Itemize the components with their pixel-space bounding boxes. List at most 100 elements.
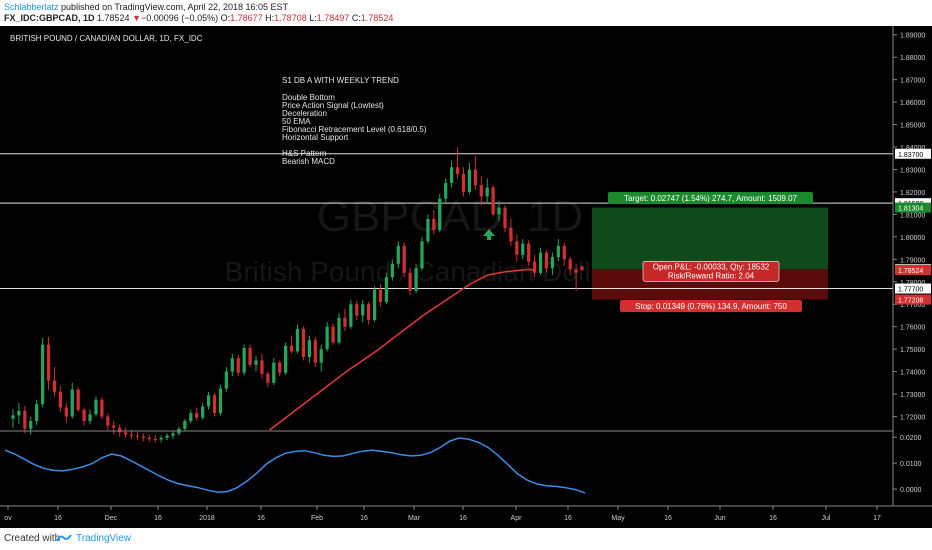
macd-pane[interactable]: 0.0200 0.0100 0.0000 — [0, 430, 922, 494]
chart-area[interactable]: GBPCAD, 1D British Pound / Canadian Doll… — [0, 26, 932, 528]
candle — [313, 336, 317, 368]
candle — [532, 254, 537, 278]
candle — [390, 259, 394, 281]
candle-body — [165, 435, 169, 438]
annotation-text[interactable]: S1 DB A WITH WEEKLY TREND Double BottomP… — [282, 76, 427, 166]
price-change: −0.00096 (−0.05%) — [141, 13, 219, 23]
price-axis[interactable]: 1.89000 1.88000 1.87000 1.86000 1.85000 1.840… — [892, 26, 932, 528]
x-tick-label: Dec — [105, 515, 118, 522]
candle-body — [11, 415, 15, 419]
annotation-title: S1 DB A WITH WEEKLY TREND — [282, 76, 399, 85]
candle — [112, 421, 116, 435]
candle — [396, 241, 400, 269]
rr-text: Risk/Reward Ratio: 2.04 — [668, 271, 755, 280]
candle-body — [343, 317, 347, 327]
open-value: 1.78677 — [230, 13, 263, 23]
candle-body — [313, 340, 317, 363]
candle — [58, 386, 63, 413]
position-labels[interactable]: Target: 0.02747 (1.54%) 274.7, Amount: 1… — [608, 192, 813, 312]
price-label-text: 1.78524 — [898, 268, 923, 275]
pnl-label[interactable]: Open P&L: -0.00033, Qty: 18532Risk/Rewar… — [642, 260, 780, 282]
candle-body — [349, 304, 353, 327]
macd-tick-label: 0.0200 — [900, 435, 922, 442]
low-value: 1.78497 — [316, 13, 350, 23]
candle-body — [201, 406, 205, 418]
candle — [165, 433, 169, 441]
candle-body — [325, 326, 329, 350]
candle — [123, 427, 128, 438]
candle-body — [337, 317, 341, 343]
publish-line: Schlabberlatz published on TradingView.c… — [4, 2, 288, 12]
candle-body — [266, 373, 270, 383]
chart-title: BRITISH POUND / CANADIAN DOLLAR, 1D, FX_… — [10, 34, 203, 43]
candle-body — [260, 360, 264, 374]
annotation-line: Horizontal Support — [282, 133, 349, 142]
price-label-line[interactable]: 1.83700 — [895, 148, 931, 159]
candle — [52, 367, 57, 397]
candle — [455, 147, 460, 179]
candle-body — [112, 425, 116, 428]
candle-body — [449, 167, 454, 183]
candle — [17, 403, 21, 424]
candle — [183, 418, 187, 432]
x-tick-label: 16 — [564, 515, 572, 522]
time-axis[interactable]: ov 16 Dec 16 2018 16 Feb 16 Mar 16 Apr 16 May 16 Jun 16… — [0, 505, 932, 522]
candle-body — [171, 433, 175, 436]
candle-body — [153, 438, 157, 440]
price-chart[interactable]: GBPCAD, 1D British Pound / Canadian Doll… — [0, 26, 932, 528]
target-label[interactable]: Target: 0.02747 (1.54%) 274.7, Amount: 1… — [608, 192, 813, 204]
candle-body — [17, 410, 21, 416]
candle — [40, 337, 45, 408]
position-zones[interactable] — [592, 207, 828, 300]
x-tick-label: 16 — [769, 515, 777, 522]
candle-body — [278, 362, 282, 373]
price-label-bg — [895, 294, 931, 305]
y-tick-label: 1.81000 — [900, 212, 925, 219]
candle-body — [503, 207, 507, 228]
candle — [426, 214, 430, 244]
candle — [284, 342, 288, 375]
created-with-label: Created with — [4, 533, 61, 544]
y-tick-label: 1.78000 — [900, 280, 925, 287]
x-tick-label: 16 — [459, 515, 467, 522]
close-value: 1.78524 — [360, 13, 394, 23]
candle — [349, 299, 353, 329]
price-label-last[interactable]: 1.78524 — [895, 265, 931, 276]
x-tick-label: Jul — [822, 515, 831, 522]
price-label-target[interactable]: 1.81304 — [895, 202, 931, 213]
price-label-line[interactable]: 1.77700 — [895, 283, 931, 294]
candle — [461, 167, 466, 197]
candle — [35, 399, 39, 426]
candle-body — [485, 187, 489, 197]
candle — [402, 242, 406, 278]
candle-body — [497, 207, 501, 215]
candle — [467, 162, 472, 195]
y-tick-label: 1.76000 — [900, 325, 925, 332]
candle-body — [574, 269, 578, 273]
stop-label[interactable]: Stop: 0.01349 (0.76%) 134.9, Amount: 750 — [620, 300, 802, 312]
author-link[interactable]: Schlabberlatz — [4, 2, 59, 12]
y-tick-label: 1.86000 — [900, 100, 925, 107]
candle-body — [515, 241, 519, 255]
candle-body — [236, 358, 240, 373]
candle — [361, 299, 365, 323]
x-tick-label: Jun — [714, 515, 725, 522]
chart-header: Schlabberlatz published on TradingView.c… — [0, 0, 932, 26]
target-zone[interactable] — [592, 207, 828, 270]
y-tick-label: 1.89000 — [900, 33, 925, 40]
macd-line — [4, 437, 586, 494]
last-price: 1.78524 — [97, 13, 130, 23]
price-label-text: 1.77208 — [898, 298, 923, 305]
candle-body — [189, 413, 193, 422]
y-tick-label: 1.77000 — [900, 302, 925, 309]
price-axis-bg — [893, 26, 932, 528]
price-label-stop[interactable]: 1.77208 — [895, 294, 931, 305]
tradingview-brand[interactable]: TradingView — [76, 533, 132, 544]
tradingview-logo-icon[interactable] — [56, 532, 72, 544]
low-label: L: — [309, 13, 317, 23]
annotation-line: Fibonacci Retracement Level (0.618/0.5) — [282, 125, 427, 134]
up-arrow-icon[interactable] — [483, 229, 495, 240]
candle — [408, 268, 412, 296]
price-label-text: 1.77700 — [898, 287, 923, 294]
candle — [355, 300, 359, 320]
